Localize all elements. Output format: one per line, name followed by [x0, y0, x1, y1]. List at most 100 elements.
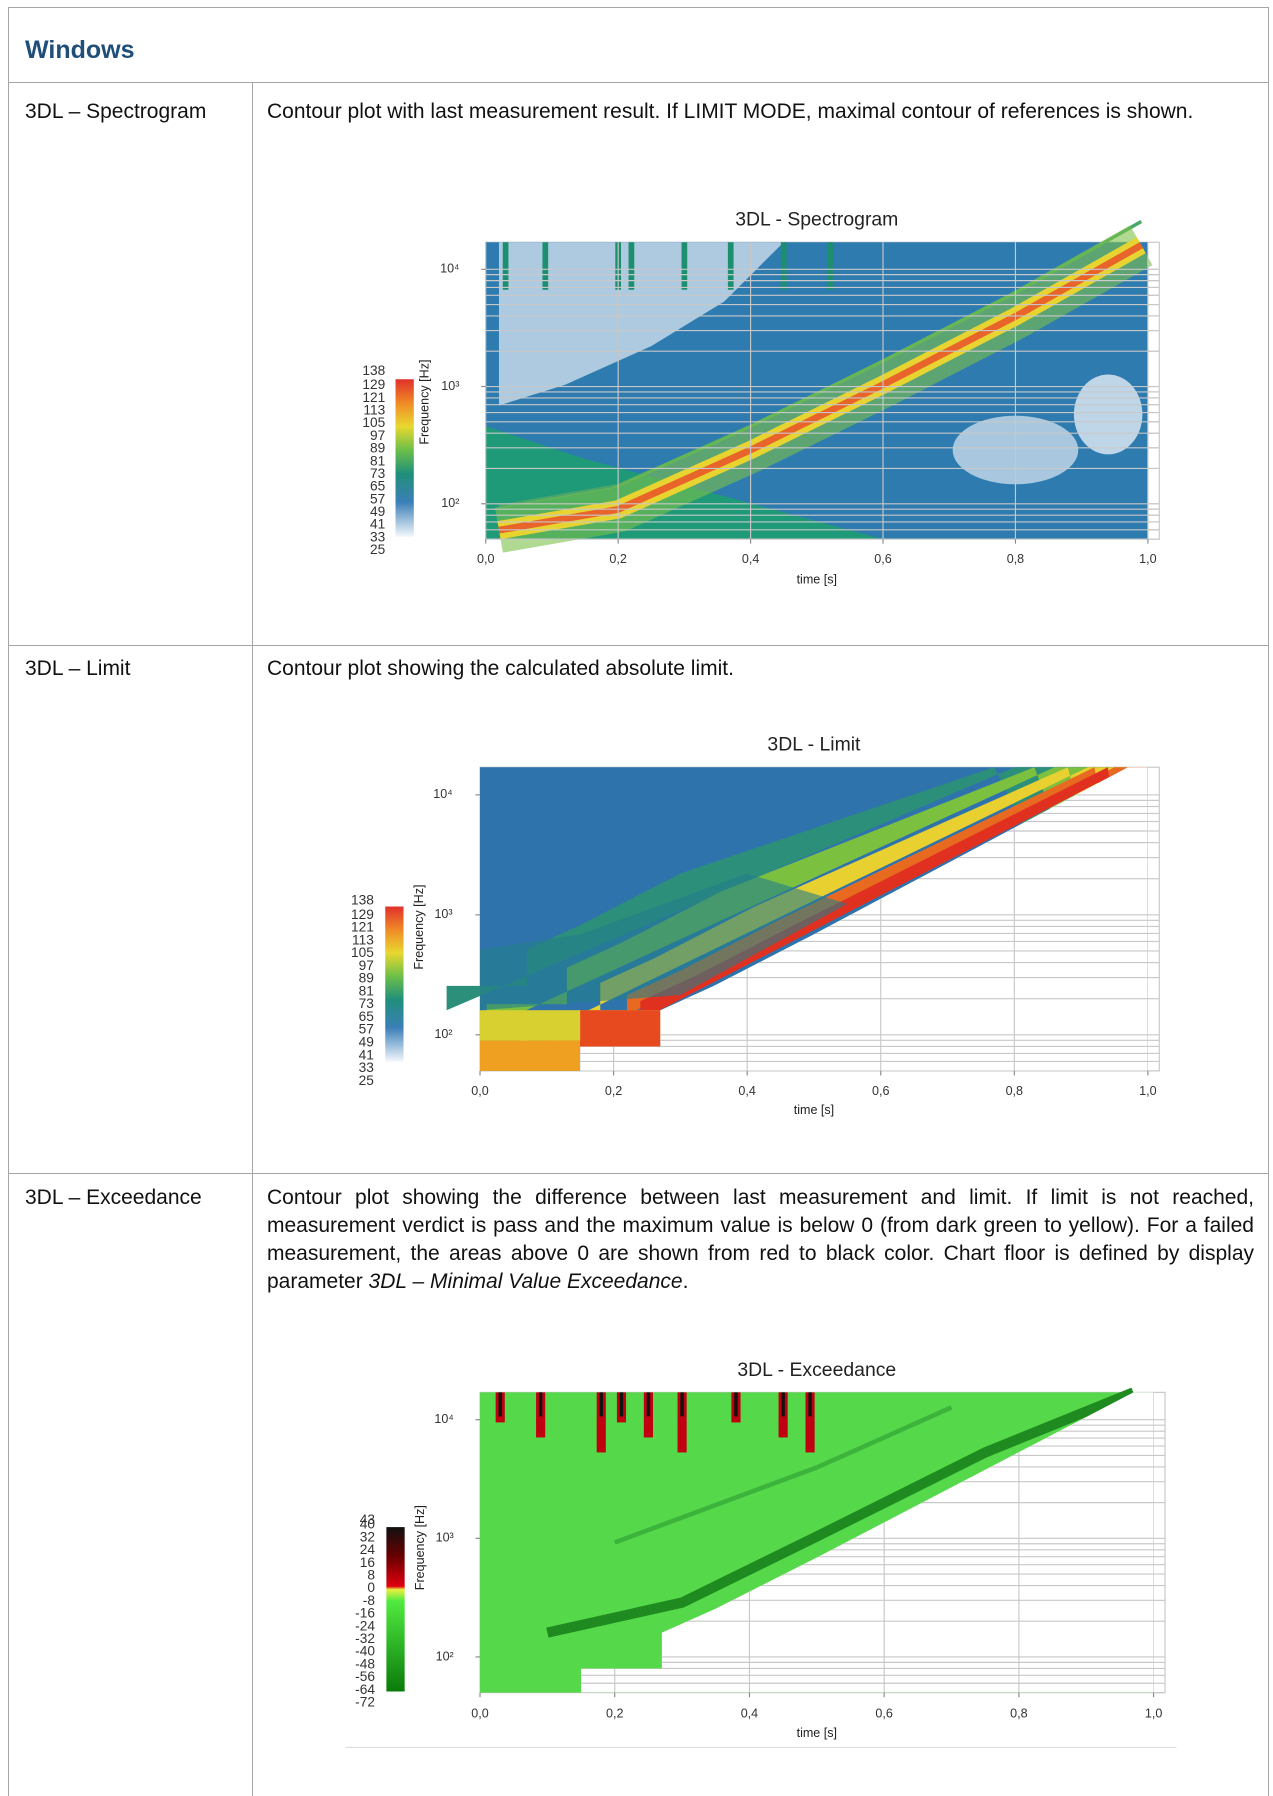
colorbar-label: 73 — [370, 466, 386, 481]
colorbar-label: 97 — [358, 958, 373, 973]
y-tick-label: 10³ — [441, 379, 459, 393]
border — [8, 7, 9, 1796]
x-axis-label: time [s] — [796, 1727, 836, 1741]
colorbar-label: 33 — [358, 1060, 374, 1075]
y-tick-label: 10² — [441, 496, 459, 510]
colorbar-label: -56 — [355, 1670, 375, 1685]
colorbar-label: 49 — [358, 1034, 373, 1049]
description-text: Contour plot showing the difference betw… — [267, 1186, 1254, 1293]
contour — [538, 1392, 542, 1417]
colorbar-label: 105 — [350, 945, 373, 960]
x-tick-label: 0,0 — [476, 552, 493, 566]
row-description: Contour plot showing the difference betw… — [267, 1184, 1254, 1296]
colorbar-label: -72 — [355, 1695, 375, 1710]
colorbar-label: 32 — [359, 1530, 374, 1545]
y-axis-label: Frequency [Hz] — [412, 1506, 426, 1591]
colorbar-label: 97 — [370, 428, 385, 443]
contour — [619, 1392, 623, 1417]
colorbar-label: 57 — [370, 491, 385, 506]
colorbar-label: 113 — [352, 932, 374, 947]
row-name: 3DL – Limit — [25, 657, 131, 680]
y-tick-label: 10² — [435, 1650, 453, 1664]
contour — [479, 873, 847, 1011]
colorbar — [395, 379, 414, 537]
colorbar-label: 25 — [370, 542, 386, 557]
colorbar-label: -24 — [355, 1619, 375, 1634]
contour — [498, 242, 784, 406]
y-tick-label: 10² — [434, 1027, 452, 1041]
figure: 0,0 0,2 0,4 0,6 0,8 1,0 10² 10³ 10⁴ 3DL - Spectro… — [362, 208, 1160, 586]
row-description: Contour plot showing the calculated abso… — [267, 657, 734, 680]
colorbar-label: 105 — [362, 415, 385, 430]
x-tick-label: 0,4 — [738, 1084, 755, 1098]
colorbar — [384, 906, 404, 1062]
x-tick-label: 0,6 — [874, 552, 891, 566]
x-tick-label: 0,6 — [872, 1084, 889, 1098]
contour — [807, 1392, 812, 1417]
x-tick-label: 1,0 — [1139, 1084, 1156, 1098]
colorbar-label: 24 — [359, 1543, 375, 1558]
y-axis-label: Frequency [Hz] — [411, 885, 425, 970]
chart-title: 3DL - Exceedance — [737, 1359, 896, 1381]
colorbar-label: -8 — [362, 1593, 375, 1608]
colorbar-label: -16 — [355, 1606, 375, 1621]
colorbar-label: 121 — [362, 390, 385, 405]
grid — [484, 242, 1159, 540]
contour — [596, 1392, 606, 1453]
contour — [613, 1405, 952, 1546]
x-tick-label: 0,6 — [875, 1707, 892, 1721]
colorbar-label: 0 — [367, 1581, 375, 1596]
x-tick-label: 0,2 — [606, 1707, 623, 1721]
y-tick-label: 10⁴ — [434, 1413, 453, 1427]
colorbar-label: 129 — [362, 377, 385, 392]
x-tick-label: 0,4 — [740, 1707, 757, 1721]
colorbar-label: 81 — [370, 453, 385, 468]
colorbar-label: 25 — [358, 1073, 374, 1088]
contour — [1073, 374, 1142, 455]
border — [252, 82, 253, 1796]
colorbar-label: 89 — [370, 440, 385, 455]
parameter-name: 3DL – Minimal Value Exceedance — [368, 1270, 683, 1293]
y-axis-label: Frequency [Hz] — [417, 359, 431, 444]
x-tick-label: 0,0 — [471, 1084, 488, 1098]
row-name: 3DL – Exceedance — [25, 1186, 202, 1209]
contour — [679, 1392, 684, 1417]
colorbar-label: 89 — [358, 971, 373, 986]
colorbar-label: 33 — [370, 529, 386, 544]
colorbar-label: 121 — [350, 920, 373, 935]
contour — [599, 1392, 603, 1417]
x-tick-label: 1,0 — [1139, 552, 1156, 566]
colorbar-label: 65 — [358, 1009, 374, 1024]
colorbar-label: 16 — [359, 1555, 375, 1570]
x-axis-label: time [s] — [793, 1103, 833, 1117]
colorbar-label: 113 — [363, 402, 385, 417]
y-tick-label: 10⁴ — [433, 787, 452, 801]
colorbar-label: -48 — [355, 1657, 375, 1672]
colorbar-label: 49 — [370, 504, 385, 519]
border — [8, 1173, 1269, 1174]
colorbar — [385, 1527, 405, 1692]
row-name: 3DL – Spectrogram — [25, 100, 207, 123]
colorbar-label: 129 — [350, 907, 373, 922]
border — [1268, 7, 1269, 1796]
colorbar-label: -40 — [355, 1644, 375, 1659]
y-tick-label: 10³ — [435, 1531, 453, 1545]
x-tick-label: 0,8 — [1005, 1084, 1022, 1098]
colorbar-label: 41 — [358, 1047, 373, 1062]
colorbar-label: 138 — [350, 892, 373, 907]
chart-title: 3DL - Limit — [767, 734, 861, 756]
x-tick-label: 1,0 — [1144, 1707, 1161, 1721]
colorbar-label: -32 — [355, 1631, 375, 1646]
x-tick-label: 0,8 — [1006, 552, 1023, 566]
y-tick-label: 10³ — [434, 907, 452, 921]
figure: 0,0 0,2 0,4 0,6 0,8 1,0 10² 10³ 10⁴ 3DL - Exceeda… — [344, 1359, 1176, 1749]
x-tick-label: 0,8 — [1010, 1707, 1027, 1721]
colorbar-label: 43 — [359, 1512, 375, 1527]
contour — [498, 1392, 502, 1417]
x-tick-label: 0,0 — [471, 1707, 488, 1721]
border — [8, 645, 1269, 646]
contour — [805, 1392, 815, 1453]
description-text: . — [682, 1270, 689, 1293]
x-tick-label: 0,2 — [609, 552, 626, 566]
